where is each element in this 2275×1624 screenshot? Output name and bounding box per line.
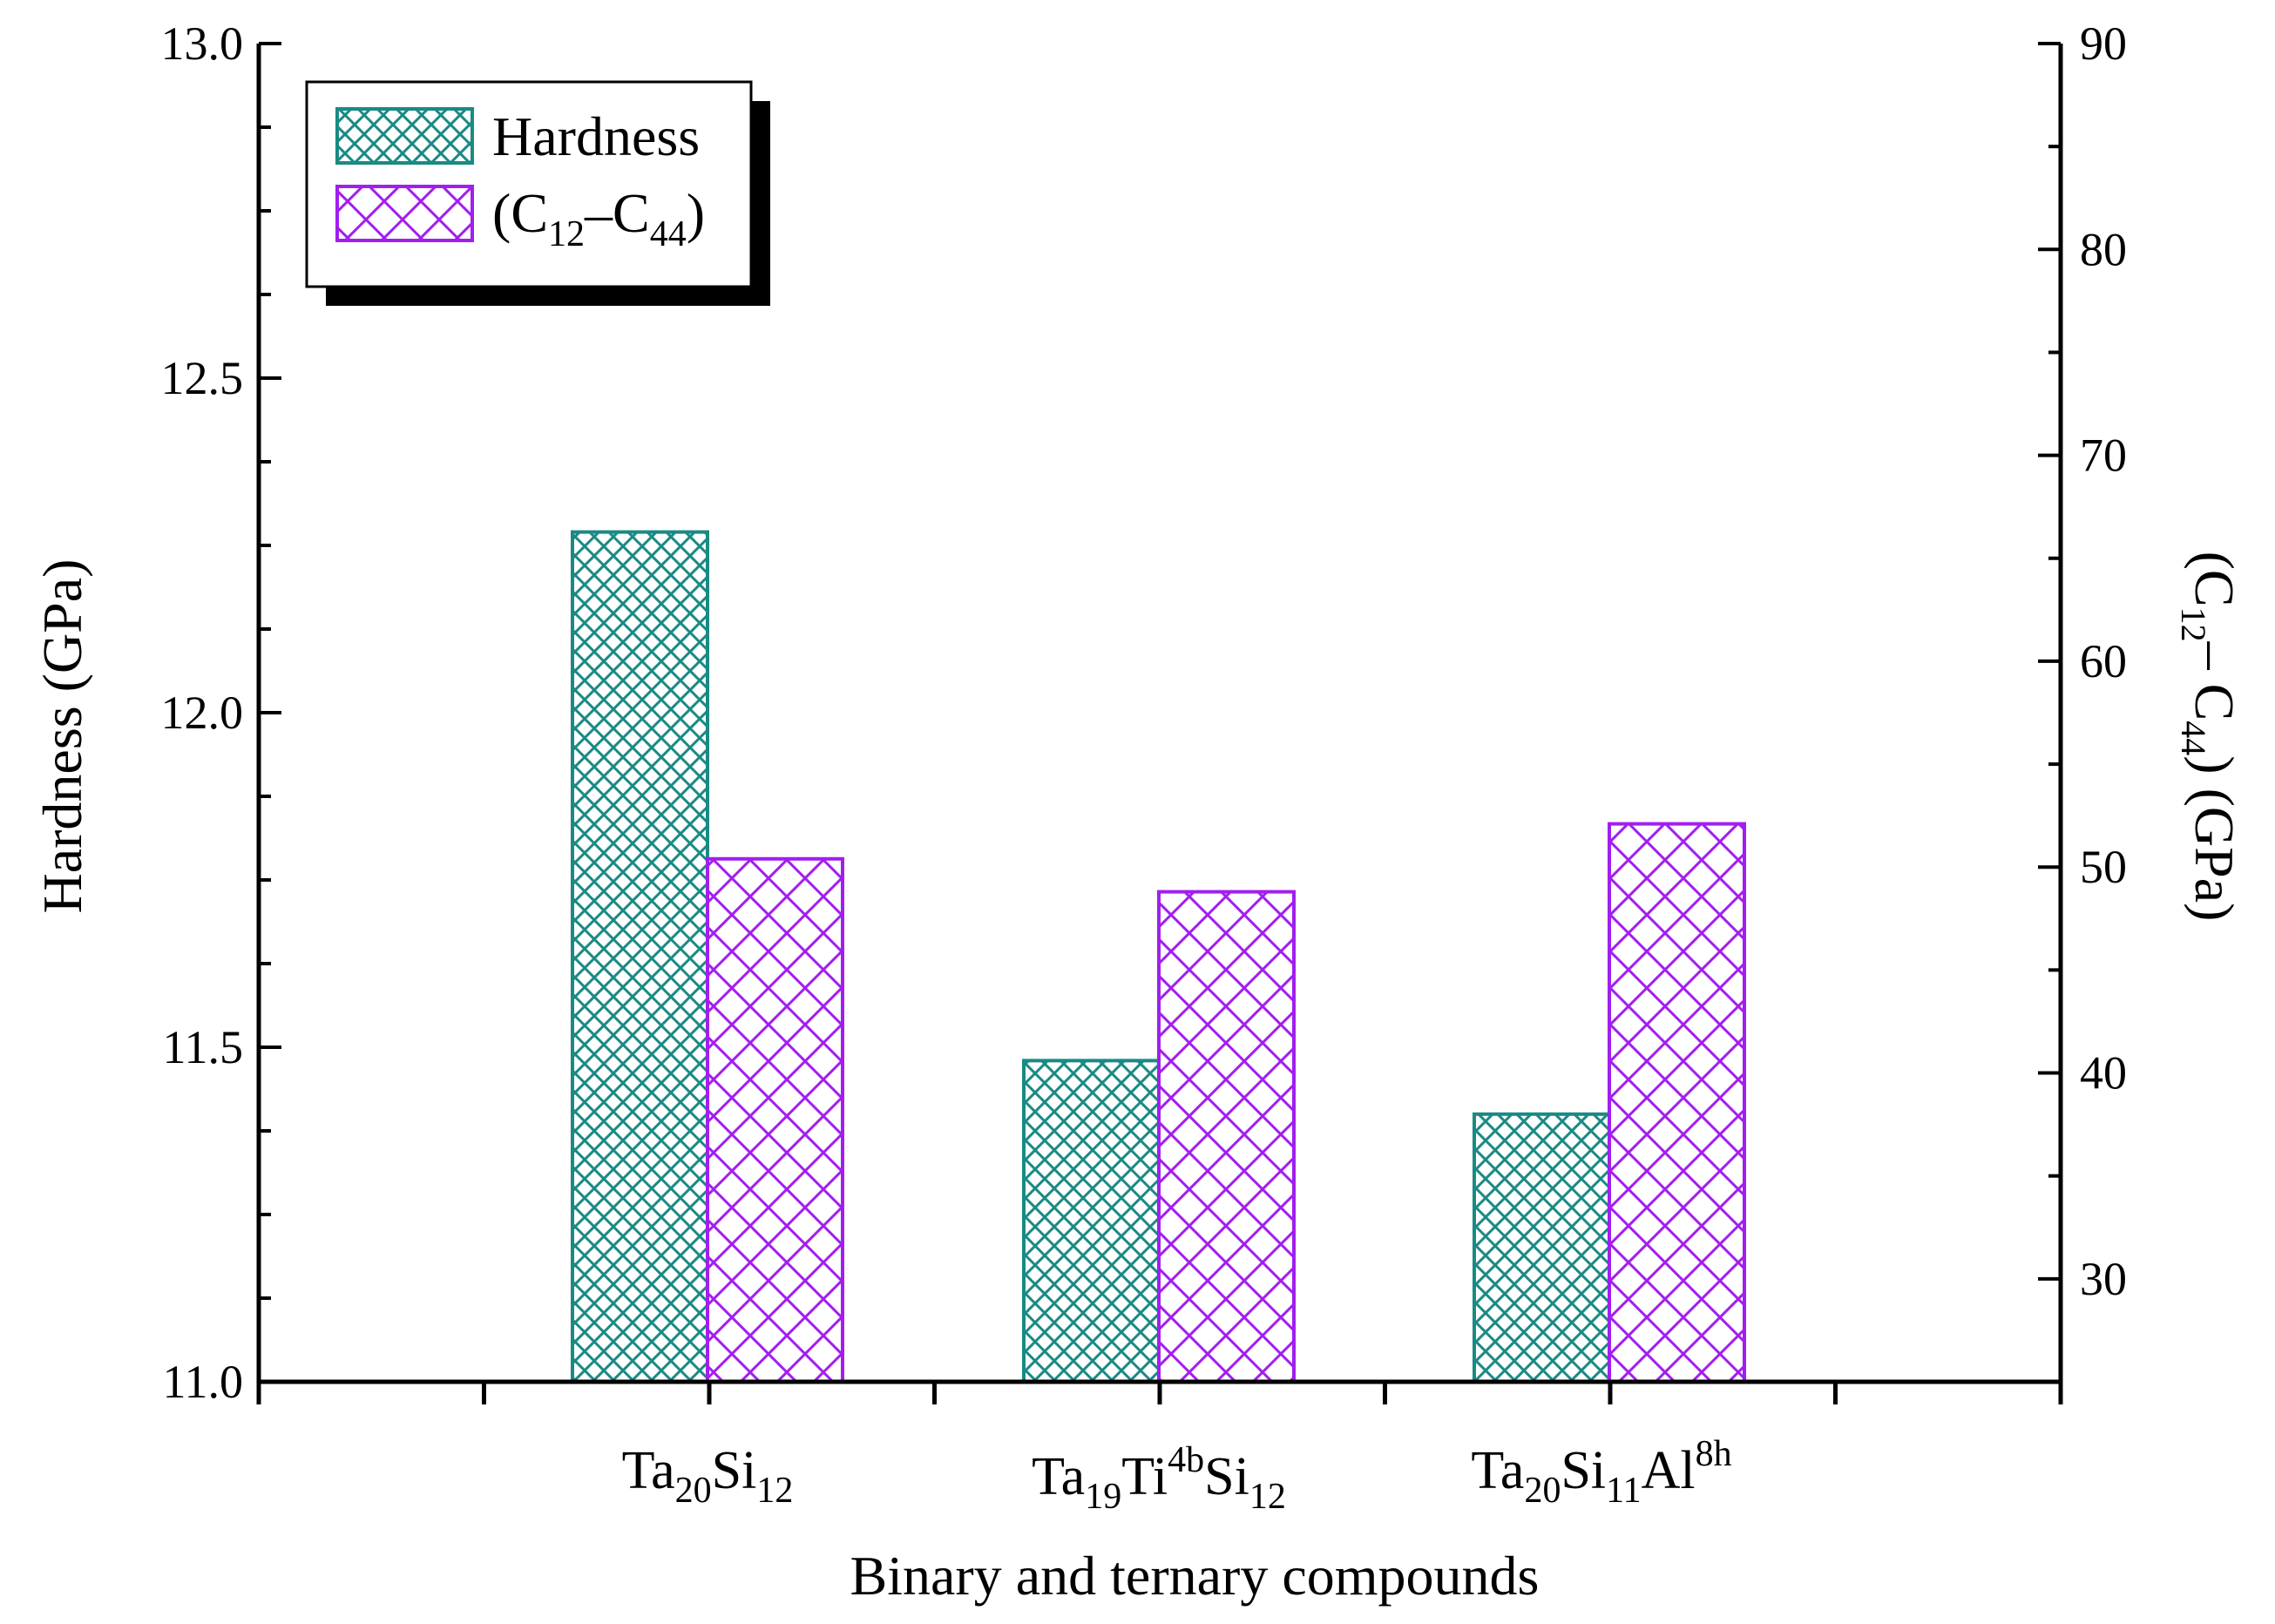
cat3-sub1: 20 [1524, 1471, 1561, 1511]
right-axis-title-sub2: 44 [2174, 721, 2213, 755]
x-axis-title: Binary and ternary compounds [850, 1545, 1540, 1607]
right-axis-title-sub1: 12 [2174, 607, 2213, 642]
bar-hardness-3 [1473, 1112, 1611, 1384]
cat3-sub2: 11 [1606, 1471, 1641, 1511]
category-label-3: Ta20Si11Al8h [1471, 1434, 1731, 1511]
right-tick-label: 60 [2080, 635, 2127, 687]
bar-hardness-2 [1022, 1059, 1161, 1384]
axes-group: 11.0 11.5 12.0 12.5 13.0 30 40 50 60 70 80 90 [161, 17, 2128, 1408]
bar-hardness-1 [571, 530, 709, 1384]
legend: Hardness (C12–C44) [305, 80, 770, 306]
legend-c-sub1: 12 [548, 214, 585, 254]
bar-c12-c44-2 [1157, 890, 1296, 1384]
right-tick-label: 30 [2080, 1253, 2127, 1305]
category-label-2: Ta19Ti4bSi12 [1032, 1440, 1286, 1517]
right-tick-label: 50 [2080, 841, 2127, 893]
cat2-sub1: 19 [1085, 1477, 1121, 1517]
bar-c12-c44-1 [706, 856, 844, 1384]
cat2-sub2: 12 [1249, 1477, 1286, 1517]
legend-label-hardness: Hardness [492, 105, 700, 167]
legend-swatch-c12-c44 [335, 185, 474, 242]
left-axis-title: Hardness (GPa) [31, 559, 93, 914]
legend-c-open: (C [492, 182, 548, 244]
cat2-mid: Ti [1121, 1447, 1168, 1506]
cat1-sub2: 12 [756, 1471, 793, 1511]
cat1-mid: Si [712, 1441, 757, 1500]
legend-label-c12-c44: (C12–C44) [492, 182, 705, 254]
cat3-extra: Al [1642, 1441, 1696, 1500]
cat3-base: Ta [1471, 1441, 1524, 1500]
right-tick-label: 90 [2080, 17, 2127, 70]
cat1-base: Ta [622, 1441, 675, 1500]
cat1-sub1: 20 [675, 1471, 712, 1511]
bars-group [571, 530, 1746, 1384]
left-tick-label: 11.0 [163, 1356, 244, 1408]
cat2-tail: Si [1204, 1447, 1249, 1506]
svg-text:(C12– C44) (GPa): (C12– C44) (GPa) [2174, 551, 2245, 922]
right-axis-title-mid: – C [2184, 641, 2245, 721]
right-axis-title-close: ) (GPa) [2184, 755, 2245, 921]
bar-c12-c44-3 [1608, 822, 1746, 1384]
right-axis-title: (C12– C44) (GPa) [2174, 551, 2245, 922]
right-axis-title-open: (C [2184, 551, 2245, 607]
cat2-base: Ta [1032, 1447, 1085, 1506]
right-tick-label: 40 [2080, 1047, 2127, 1100]
cat3-mid: Si [1561, 1441, 1606, 1500]
left-tick-label: 12.0 [161, 687, 244, 739]
right-tick-label: 80 [2080, 223, 2127, 275]
left-tick-label: 12.5 [161, 352, 244, 404]
legend-c-close: ) [687, 182, 705, 244]
legend-c-sub2: 44 [650, 214, 687, 254]
legend-swatch-hardness [335, 107, 474, 165]
category-label-1: Ta20Si12 [622, 1441, 794, 1511]
right-tick-label: 70 [2080, 430, 2127, 482]
legend-c-mid: –C [584, 182, 650, 244]
left-tick-label: 11.5 [163, 1021, 244, 1073]
left-tick-label: 13.0 [161, 17, 244, 70]
cat3-sup: 8h [1696, 1434, 1732, 1474]
cat2-sup: 4b [1168, 1440, 1204, 1480]
